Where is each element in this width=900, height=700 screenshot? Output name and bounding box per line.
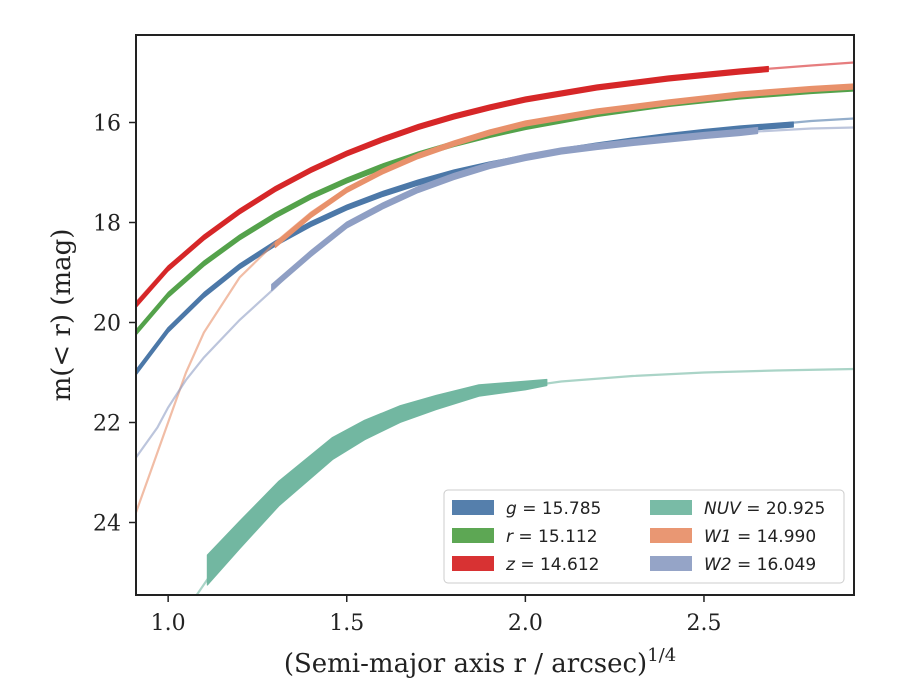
y-axis: 16 18 20 22 24: [93, 112, 136, 537]
legend-entry-w2: W2 = 16.049: [650, 555, 816, 575]
series-w1: [136, 83, 854, 513]
series-w2: [136, 126, 854, 459]
x-axis-label: (Semi-major axis r / arcsec)1/4: [284, 645, 676, 679]
series-g-data-band: [136, 121, 794, 376]
legend-label: W2 = 16.049: [704, 555, 816, 575]
legend-entry-w1: W1 = 14.990: [650, 527, 816, 547]
series-r-data-band: [136, 85, 854, 336]
series-w2-data-band: [271, 126, 759, 292]
legend-entry-g: g = 15.785: [452, 499, 601, 519]
legend-swatch: [452, 500, 494, 515]
legend-label: z = 14.612: [505, 555, 599, 575]
x-tick-label: 2.5: [686, 611, 721, 636]
legend: g = 15.785 r = 15.112 z = 14.612 NUV = 20.9…: [443, 489, 845, 584]
x-axis-label-main: (Semi-major axis r / arcsec): [284, 649, 647, 679]
series-w1-model-line: [136, 83, 854, 513]
legend-label: r = 15.112: [506, 527, 598, 547]
legend-label: NUV = 20.925: [704, 499, 825, 519]
series-g-model-line: [136, 117, 854, 372]
legend-entry-nuv: NUV = 20.925: [650, 499, 825, 519]
legend-swatch: [650, 500, 692, 515]
x-axis-label-exponent: 1/4: [647, 645, 676, 666]
legend-swatch: [650, 556, 692, 571]
legend-swatch: [452, 528, 494, 543]
series-w1-data-band: [274, 83, 854, 249]
series-nuv: [195, 367, 854, 595]
y-tick-label: 24: [93, 512, 121, 537]
series-z-data-band: [136, 65, 769, 309]
plot-frame: [135, 34, 855, 596]
y-tick-label: 20: [93, 312, 121, 337]
legend-box: [443, 489, 845, 584]
y-tick-label: 22: [93, 412, 121, 437]
legend-label: W1 = 14.990: [704, 527, 816, 547]
legend-entry-z: z = 14.612: [452, 555, 599, 575]
y-tick-label: 16: [93, 112, 121, 137]
series-nuv-data-band: [206, 378, 548, 586]
y-axis-label: m(< r) (mag): [47, 229, 77, 402]
series-g: [136, 117, 854, 376]
x-tick-label: 1.5: [329, 611, 364, 636]
legend-swatch: [650, 528, 692, 543]
legend-swatch: [452, 556, 494, 571]
x-axis: 1.0 1.5 2.0 2.5: [151, 595, 721, 636]
series-w2-model-line: [136, 126, 854, 459]
legend-label: g = 15.785: [506, 499, 601, 519]
y-tick-label: 18: [93, 212, 121, 237]
series-z: [136, 61, 854, 309]
series-layer: [136, 61, 854, 595]
x-tick-label: 1.0: [151, 611, 186, 636]
x-tick-label: 2.0: [508, 611, 543, 636]
legend-entry-r: r = 15.112: [452, 527, 598, 547]
